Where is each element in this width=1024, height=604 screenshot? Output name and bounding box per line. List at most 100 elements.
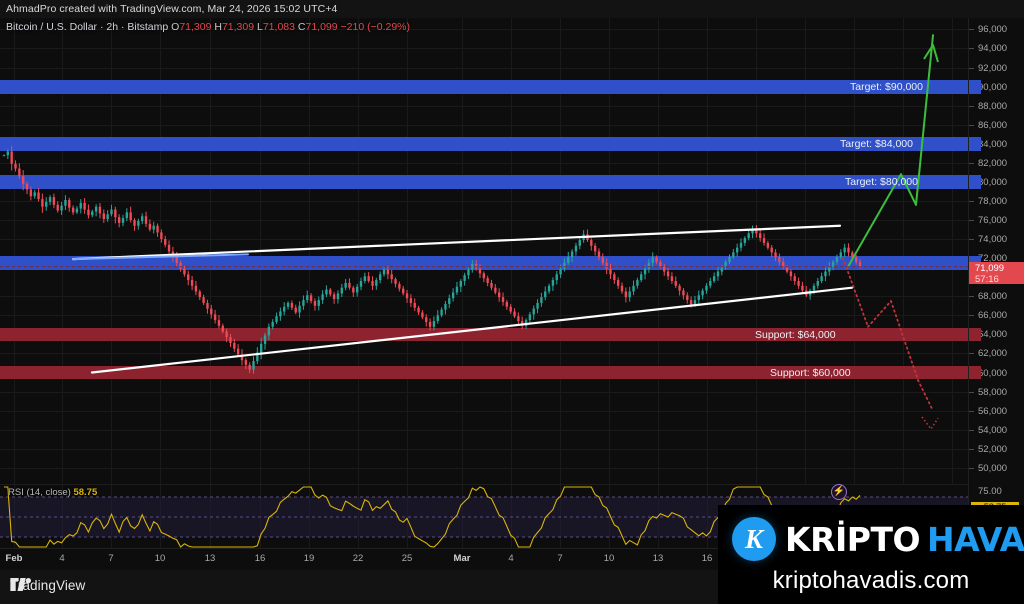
price-tick-dash <box>969 163 974 164</box>
time-axis-tick: 22 <box>352 553 364 564</box>
axis-zone-marker <box>969 366 981 379</box>
bearish-projection-segment[interactable] <box>842 257 869 328</box>
legend-high-key: H <box>214 21 222 33</box>
price-axis-tick: 76,000 <box>978 215 1008 226</box>
time-axis-tick: 10 <box>603 553 615 564</box>
grid-line-horizontal <box>0 353 968 354</box>
grid-line-vertical <box>903 18 904 484</box>
kripto-havadis-logo-icon: K <box>732 517 776 561</box>
price-tick-dash <box>969 392 974 393</box>
price-axis-tick: 64,000 <box>978 329 1008 340</box>
grid-line-vertical <box>462 18 463 484</box>
price-axis-tick: 54,000 <box>978 425 1008 436</box>
price-axis-tick: 78,000 <box>978 196 1008 207</box>
legend-change: −210 (−0.29%) <box>340 21 410 33</box>
price-axis-tick: 72,000 <box>978 253 1008 264</box>
price-axis-tick: 84,000 <box>978 139 1008 150</box>
grid-line-vertical <box>658 18 659 484</box>
trendline-lower-support[interactable] <box>90 286 854 374</box>
watermark-word-1: KRİPTO <box>785 519 921 559</box>
time-axis-tick: 13 <box>652 553 664 564</box>
bullish-projection-segment[interactable] <box>847 173 902 268</box>
drawing-overlay <box>0 34 968 431</box>
bullish-projection-segment[interactable] <box>900 173 917 206</box>
grid-line-horizontal <box>0 68 968 69</box>
zone-label: Target: $90,000 <box>850 81 923 94</box>
bearish-projection-segment[interactable] <box>890 300 919 382</box>
lightning-bolt-glyph: ⚡ <box>832 486 846 497</box>
grid-line-horizontal <box>0 468 968 469</box>
time-axis-tick: 13 <box>204 553 216 564</box>
price-axis-tick: 90,000 <box>978 82 1008 93</box>
time-axis-tick: 25 <box>401 553 413 564</box>
price-tick-dash <box>969 48 974 49</box>
price-tick-dash <box>969 239 974 240</box>
price-chart-pane[interactable]: Target: $90,000 Target: $84,000 Target: $8… <box>0 18 968 484</box>
grid-line-vertical <box>560 18 561 484</box>
price-axis[interactable]: 96,000 94,000 92,000 90,000 88,000 86,000 84,0… <box>968 18 1024 484</box>
support-zone[interactable] <box>0 366 968 379</box>
lightning-bolt-icon[interactable]: ⚡ <box>831 484 847 500</box>
support-zone[interactable] <box>0 327 968 341</box>
rsi-tick-75: 75.00 <box>978 486 1002 497</box>
watermark-word-2: HAVADİS <box>927 519 1024 559</box>
time-axis-tick: 10 <box>154 553 166 564</box>
price-axis-tick: 74,000 <box>978 234 1008 245</box>
time-axis-tick: 4 <box>59 553 65 564</box>
target-zone[interactable] <box>0 174 968 189</box>
grid-line-horizontal <box>0 125 968 126</box>
legend-open-value: 71,309 <box>179 21 212 33</box>
grid-line-vertical <box>609 18 610 484</box>
price-axis-tick: 66,000 <box>978 310 1008 321</box>
grid-line-vertical <box>756 18 757 484</box>
price-tick-dash <box>969 201 974 202</box>
price-axis-tick: 88,000 <box>978 101 1008 112</box>
time-axis-tick: 4 <box>508 553 514 564</box>
target-zone[interactable] <box>0 79 968 94</box>
price-axis-tick: 50,000 <box>978 463 1008 474</box>
grid-line-vertical <box>854 18 855 484</box>
grid-line-vertical <box>62 18 63 484</box>
trendline-upper-resistance[interactable] <box>71 224 842 261</box>
price-tick-dash <box>969 449 974 450</box>
chart-frame: Target: $90,000 Target: $84,000 Target: $8… <box>0 18 1024 604</box>
price-tick-dash <box>969 220 974 221</box>
rsi-legend-value: 58.75 <box>73 487 98 498</box>
zone-label: Support: $64,000 <box>755 328 836 341</box>
grid-line-horizontal <box>0 430 968 431</box>
grid-line-vertical <box>111 18 112 484</box>
bearish-projection-arrowhead <box>921 416 939 431</box>
chart-legend: Bitcoin / U.S. Dollar · 2h · Bitstamp O7… <box>6 21 410 33</box>
price-axis-tick: 52,000 <box>978 444 1008 455</box>
bar-countdown: 57:16 <box>975 273 999 285</box>
grid-line-horizontal <box>0 392 968 393</box>
watermark-url: kriptohavadis.com <box>772 567 970 594</box>
attribution-bar: AhmadPro created with TradingView.com, M… <box>0 0 1024 18</box>
price-axis-tick: 94,000 <box>978 43 1008 54</box>
price-axis-tick: 56,000 <box>978 406 1008 417</box>
price-axis-tick: 60,000 <box>978 368 1008 379</box>
axis-zone-marker <box>969 174 981 189</box>
grid-line-vertical <box>160 18 161 484</box>
candlestick-series <box>2 146 862 374</box>
grid-line-vertical <box>358 18 359 484</box>
legend-open-key: O <box>171 21 180 33</box>
trendline-highlight-segment[interactable] <box>72 253 249 261</box>
time-axis-tick: Feb <box>5 553 23 564</box>
bearish-projection-segment[interactable] <box>867 300 892 328</box>
legend-low-value: 71,083 <box>262 21 295 33</box>
bullish-projection-segment[interactable] <box>915 34 934 206</box>
grid-line-horizontal <box>0 449 968 450</box>
zone-label: Target: $80,000 <box>845 176 918 189</box>
price-tick-dash <box>969 125 974 126</box>
price-axis-tick: 96,000 <box>978 24 1008 35</box>
tradingview-logo[interactable]: TradingView <box>10 578 85 593</box>
legend-high-value: 71,309 <box>221 21 255 33</box>
current-price-value: 71,099 <box>975 262 1005 274</box>
target-zone[interactable] <box>0 136 968 151</box>
channel-watermark: K KRİPTOHAVADİS kriptohavadis.com <box>718 505 1024 604</box>
bearish-projection-segment[interactable] <box>917 379 933 410</box>
price-tick-dash <box>969 68 974 69</box>
price-axis-tick: 68,000 <box>978 291 1008 302</box>
zone-label: Target: $84,000 <box>840 138 913 151</box>
